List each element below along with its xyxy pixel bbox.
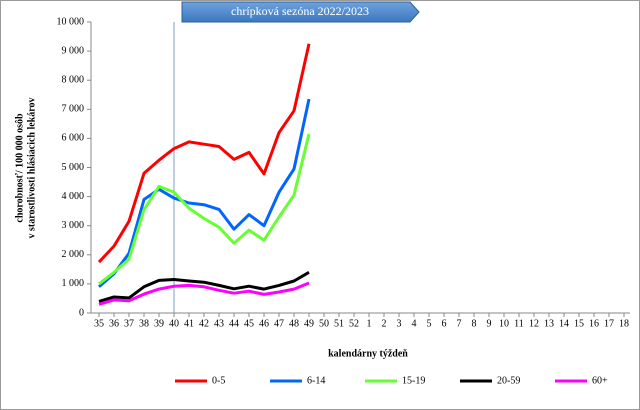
x-tick-label: 36 bbox=[109, 318, 119, 329]
x-tick-label: 10 bbox=[499, 318, 509, 329]
x-tick-label: 43 bbox=[214, 318, 224, 329]
x-tick-label: 4 bbox=[412, 318, 417, 329]
x-tick-label: 14 bbox=[559, 318, 569, 329]
y-tick-label: 8 000 bbox=[62, 74, 85, 85]
x-tick-label: 15 bbox=[574, 318, 584, 329]
y-tick-label: 6 000 bbox=[62, 133, 85, 144]
x-tick-label: 8 bbox=[472, 318, 477, 329]
x-axis-label: kalendárny týždeň bbox=[328, 348, 408, 359]
series-line bbox=[97, 43, 311, 264]
x-tick-label: 16 bbox=[589, 318, 599, 329]
series-line bbox=[98, 133, 311, 286]
x-tick-label: 3 bbox=[397, 318, 402, 329]
x-tick-label: 39 bbox=[154, 318, 164, 329]
legend-label: 15-19 bbox=[402, 375, 425, 386]
y-tick-label: 7 000 bbox=[62, 104, 85, 115]
x-tick-label: 1 bbox=[367, 318, 372, 329]
legend-label: 0-5 bbox=[212, 375, 225, 386]
y-axis-label-line: v starostlivosti hlásiacich lekárov bbox=[26, 97, 37, 238]
x-tick-label: 11 bbox=[514, 318, 524, 329]
y-tick-label: 1 000 bbox=[62, 278, 85, 289]
y-axis-label-line: chorobnosť/ 100 000 osôb bbox=[14, 113, 25, 223]
y-tick-label: 4 000 bbox=[62, 191, 85, 202]
series-line bbox=[98, 281, 310, 306]
x-tick-label: 50 bbox=[319, 318, 329, 329]
legend-label: 6-14 bbox=[307, 375, 325, 386]
x-tick-label: 9 bbox=[487, 318, 492, 329]
legend-label: 20-59 bbox=[497, 375, 520, 386]
x-tick-label: 40 bbox=[169, 318, 179, 329]
x-tick-label: 6 bbox=[442, 318, 447, 329]
x-tick-label: 2 bbox=[382, 318, 387, 329]
x-tick-label: 38 bbox=[139, 318, 149, 329]
y-tick-label: 10 000 bbox=[57, 16, 85, 27]
season-banner bbox=[181, 1, 420, 23]
x-tick-label: 49 bbox=[304, 318, 314, 329]
x-tick-label: 42 bbox=[199, 318, 209, 329]
x-tick-label: 12 bbox=[529, 318, 539, 329]
x-tick-label: 17 bbox=[604, 318, 614, 329]
x-tick-label: 45 bbox=[244, 318, 254, 329]
x-tick-label: 37 bbox=[124, 318, 134, 329]
y-tick-label: 0 bbox=[79, 307, 84, 318]
x-tick-label: 5 bbox=[427, 318, 432, 329]
y-tick-label: 3 000 bbox=[62, 220, 85, 231]
series-line bbox=[98, 271, 310, 303]
x-tick-label: 46 bbox=[259, 318, 269, 329]
x-tick-label: 51 bbox=[334, 318, 344, 329]
y-tick-label: 2 000 bbox=[62, 249, 85, 260]
x-tick-label: 7 bbox=[457, 318, 462, 329]
x-tick-label: 47 bbox=[274, 318, 284, 329]
y-tick-label: 9 000 bbox=[62, 45, 85, 56]
banner-text: chrípková sezóna 2022/2023 bbox=[231, 4, 369, 18]
x-tick-label: 18 bbox=[619, 318, 629, 329]
y-tick-label: 5 000 bbox=[62, 162, 85, 173]
series-line bbox=[98, 98, 311, 288]
x-tick-label: 48 bbox=[289, 318, 299, 329]
x-tick-label: 41 bbox=[184, 318, 194, 329]
x-tick-label: 13 bbox=[544, 318, 554, 329]
x-tick-label: 44 bbox=[229, 318, 239, 329]
x-tick-label: 35 bbox=[94, 318, 104, 329]
legend-label: 60+ bbox=[592, 375, 608, 386]
x-tick-label: 52 bbox=[349, 318, 359, 329]
y-axis-label: chorobnosť/ 100 000 osôb v starostlivost… bbox=[14, 97, 37, 238]
